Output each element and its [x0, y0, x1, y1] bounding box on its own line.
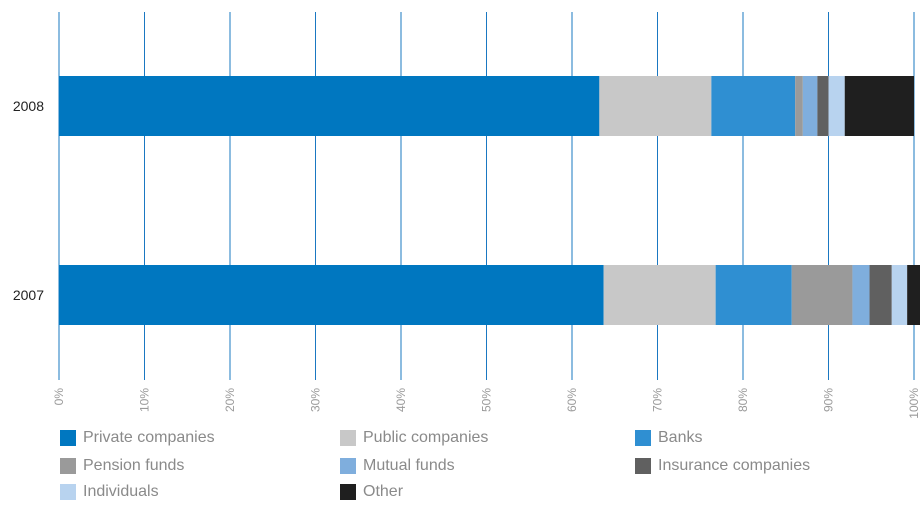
x-tick-label: 70%: [651, 388, 665, 412]
legend-item: Banks: [635, 427, 702, 449]
x-tick-label: 0%: [52, 388, 66, 406]
bar-segment: [844, 76, 914, 136]
x-tick-label: 50%: [480, 388, 494, 412]
bar-segment: [907, 265, 920, 325]
legend-item: Other: [340, 481, 403, 503]
legend-label: Insurance companies: [658, 457, 811, 474]
legend-item: Mutual funds: [340, 455, 455, 477]
y-axis-labels: 2008 2007: [13, 98, 44, 303]
legend-swatch: [60, 484, 76, 500]
legend-item: Private companies: [60, 427, 215, 449]
bar-segment: [795, 76, 803, 136]
legend-item: Individuals: [60, 481, 159, 503]
x-tick-label: 100%: [907, 388, 920, 419]
legend-label: Private companies: [83, 429, 215, 446]
legend-label: Pension funds: [83, 457, 185, 474]
x-tick-label: 60%: [565, 388, 579, 412]
legend-item: Public companies: [340, 427, 488, 449]
x-tick-label: 40%: [394, 388, 408, 412]
legend-label: Mutual funds: [363, 457, 455, 474]
bar-segment: [59, 76, 600, 136]
x-tick-label: 30%: [309, 388, 323, 412]
legend-swatch: [340, 484, 356, 500]
bars: [59, 76, 920, 325]
bar-segment: [59, 265, 604, 325]
bar-segment: [869, 265, 892, 325]
y-axis-label: 2007: [13, 287, 44, 303]
legend-swatch: [635, 458, 651, 474]
x-tick-label: 10%: [138, 388, 152, 412]
legend-label: Public companies: [363, 429, 489, 446]
bar-segment: [715, 265, 792, 325]
bar-segment: [817, 76, 829, 136]
bar-segment: [603, 265, 716, 325]
x-tick-label: 80%: [736, 388, 750, 412]
legend: Private companies Public companies Banks Pe…: [60, 427, 920, 529]
bar-segment: [891, 265, 908, 325]
legend-swatch: [340, 430, 356, 446]
legend-swatch: [60, 430, 76, 446]
bar-segment: [791, 265, 853, 325]
y-axis-label: 2008: [13, 98, 44, 114]
bar-segment: [802, 76, 818, 136]
x-tick-label: 20%: [223, 388, 237, 412]
legend-swatch: [60, 458, 76, 474]
stacked-bar-chart: 2008 2007 0% 10% 20% 30% 40% 50% 60% 70% 80% 90% 10…: [13, 12, 920, 419]
bar-segment: [828, 76, 845, 136]
legend-item: Pension funds: [60, 455, 184, 477]
legend-label: Individuals: [83, 483, 159, 500]
legend-item: Insurance companies: [635, 455, 810, 477]
bar-segment: [711, 76, 796, 136]
bar-segment: [599, 76, 712, 136]
legend-label: Banks: [658, 429, 703, 446]
x-axis-tick-labels: 0% 10% 20% 30% 40% 50% 60% 70% 80% 90% 100%: [52, 388, 920, 419]
bar-segment: [852, 265, 870, 325]
x-tick-label: 90%: [822, 388, 836, 412]
legend-swatch: [340, 458, 356, 474]
legend-label: Other: [363, 483, 404, 500]
legend-swatch: [635, 430, 651, 446]
